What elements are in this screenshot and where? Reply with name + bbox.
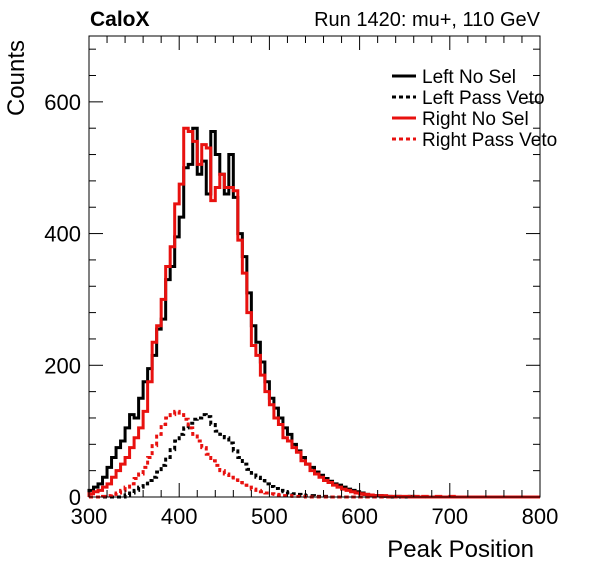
series-left-pass-veto: [89, 413, 540, 499]
plot-frame: [88, 35, 541, 498]
y-tick-label: 200: [44, 353, 81, 378]
y-tick-label: 400: [44, 222, 81, 247]
legend-label: Right Pass Veto: [422, 130, 557, 151]
axis-ticks: 300 400 500 600 700 800 0 200 400 600: [44, 36, 558, 529]
x-tick-label: 700: [431, 504, 468, 529]
x-axis-title: Peak Position: [387, 536, 534, 563]
legend-label: Left Pass Veto: [422, 88, 545, 109]
experiment-label: CaloX: [90, 8, 150, 31]
series-right-pass-veto: [89, 409, 540, 499]
y-axis-title: Counts: [3, 40, 30, 116]
x-tick-label: 800: [522, 504, 559, 529]
x-tick-label: 400: [161, 504, 198, 529]
run-info-label: Run 1420: mu+, 110 GeV: [314, 9, 541, 31]
x-tick-label: 300: [71, 504, 108, 529]
y-tick-label: 600: [44, 90, 81, 115]
x-tick-label: 600: [341, 504, 378, 529]
y-tick-label: 0: [69, 485, 81, 510]
legend-label: Left No Sel: [422, 67, 516, 88]
plot-area: [87, 126, 540, 499]
legend-label: Right No Sel: [422, 109, 529, 130]
x-tick-label: 500: [251, 504, 288, 529]
